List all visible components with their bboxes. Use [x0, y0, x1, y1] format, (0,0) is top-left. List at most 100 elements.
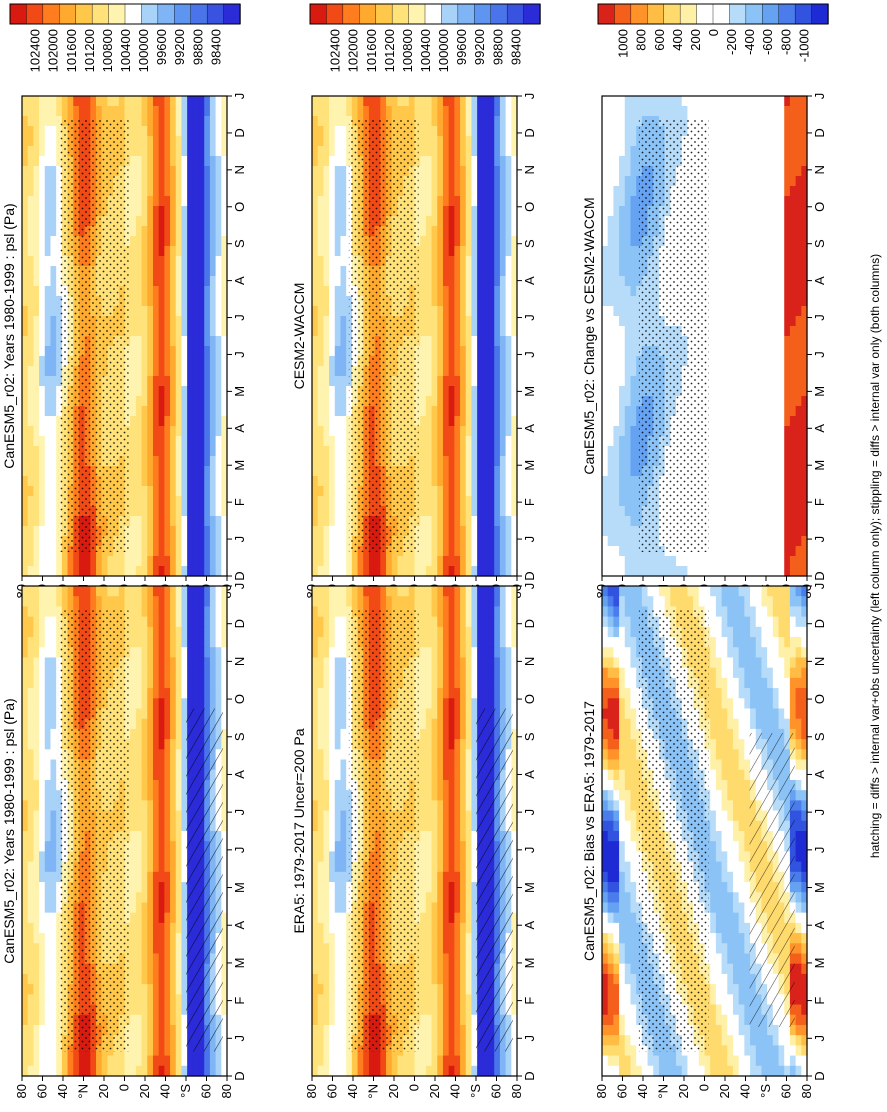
field-cell — [494, 256, 501, 267]
field-cell — [130, 790, 137, 801]
field-cell — [187, 626, 194, 638]
field-cell — [494, 156, 501, 167]
field-cell — [27, 376, 34, 387]
field-cell — [135, 973, 143, 985]
field-cell — [118, 1065, 126, 1077]
field-cell — [215, 647, 222, 659]
field-cell — [323, 146, 330, 157]
field-cell — [181, 536, 188, 547]
colorbar-label: 98400 — [508, 29, 523, 65]
field-cell — [198, 586, 205, 597]
field-cell — [39, 861, 46, 873]
field-cell — [130, 156, 137, 167]
field-cell — [135, 963, 143, 975]
field-cell — [187, 456, 194, 467]
stippling-overlay — [58, 610, 129, 1052]
field-cell — [312, 116, 319, 127]
field-cell — [141, 943, 148, 955]
field-cell — [209, 216, 217, 227]
field-cell — [175, 973, 183, 985]
field-cell — [135, 739, 143, 750]
field-cell — [471, 326, 478, 337]
field-cell — [465, 266, 473, 277]
field-cell — [22, 146, 29, 157]
colorbar-swatch — [26, 3, 44, 25]
field-cell — [329, 256, 336, 267]
field-cell — [221, 800, 228, 812]
field-cell — [158, 728, 165, 740]
field-cell — [27, 246, 34, 257]
field-cell — [44, 790, 52, 801]
field-cell — [50, 820, 57, 832]
field-cell — [477, 386, 484, 397]
field-cell — [44, 1065, 52, 1077]
field-cell — [488, 206, 495, 217]
field-cell — [488, 266, 495, 277]
field-cell — [511, 406, 518, 417]
field-cell — [448, 376, 455, 387]
field-cell — [130, 637, 137, 648]
field-cell — [175, 728, 183, 740]
field-cell — [420, 296, 427, 307]
field-cell — [442, 106, 450, 117]
field-cell — [164, 779, 171, 791]
field-cell — [141, 446, 148, 457]
field-cell — [130, 800, 137, 812]
field-cell — [437, 256, 444, 267]
field-cell — [27, 176, 34, 187]
field-cell — [39, 456, 46, 467]
lat-label: °S — [178, 1084, 193, 1098]
field-cell — [471, 246, 478, 257]
field-cell — [204, 316, 211, 327]
colorbar-swatch — [206, 3, 225, 25]
field-cell — [329, 226, 336, 237]
field-cell — [221, 963, 228, 975]
field-cell — [147, 677, 154, 689]
field-cell — [505, 466, 512, 477]
field-cell — [39, 749, 46, 761]
field-cell — [147, 994, 154, 1006]
field-cell — [33, 779, 40, 791]
field-cell — [158, 973, 165, 985]
field-cell — [135, 698, 143, 710]
field-cell — [141, 396, 148, 407]
field-cell — [27, 96, 34, 107]
field-cell — [130, 708, 137, 720]
field-cell — [90, 596, 97, 608]
field-cell — [209, 156, 217, 167]
field-cell — [152, 820, 160, 832]
field-cell — [50, 366, 57, 377]
field-cell — [33, 226, 40, 237]
field-cell — [198, 236, 205, 247]
field-cell — [397, 106, 404, 117]
field-cell — [152, 841, 160, 853]
field-cell — [334, 416, 342, 427]
field-cell — [420, 336, 427, 347]
field-cell — [465, 106, 473, 117]
field-cell — [130, 749, 137, 761]
field-cell — [27, 106, 34, 117]
field-cell — [44, 810, 52, 822]
field-cell — [141, 436, 148, 447]
field-cell — [431, 136, 438, 147]
field-cell — [215, 106, 222, 117]
field-cell — [494, 266, 501, 277]
field-cell — [192, 336, 200, 347]
field-cell — [175, 596, 183, 608]
field-cell — [33, 739, 40, 750]
field-cell — [437, 306, 444, 317]
field-cell — [164, 718, 171, 730]
field-cell — [147, 688, 154, 699]
field-cell — [198, 186, 205, 197]
field-cell — [198, 336, 205, 347]
field-cell — [482, 186, 490, 197]
field-cell — [147, 546, 154, 557]
field-cell — [499, 146, 507, 157]
field-cell — [33, 516, 40, 527]
field-cell — [471, 426, 478, 437]
field-cell — [33, 406, 40, 417]
field-cell — [221, 657, 228, 669]
field-cell — [175, 1035, 183, 1046]
field-cell — [471, 196, 478, 207]
field-cell — [204, 356, 211, 367]
